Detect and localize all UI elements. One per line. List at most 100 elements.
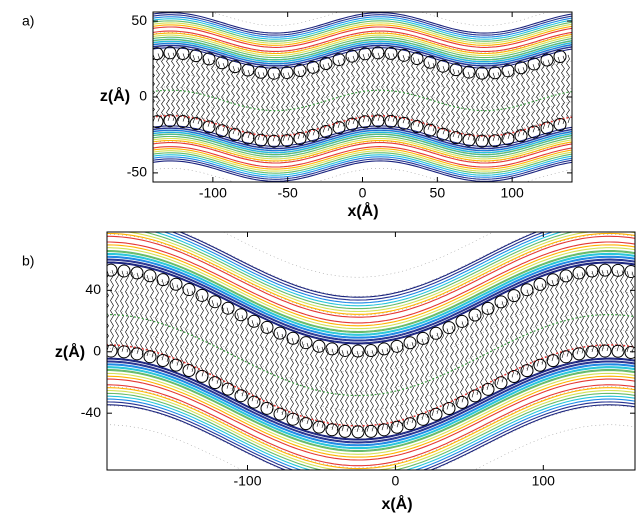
contour-line xyxy=(107,404,635,470)
contour-line xyxy=(153,24,572,46)
lipid-head xyxy=(221,301,235,315)
lipid-tail xyxy=(176,52,180,88)
contour-line xyxy=(107,357,635,440)
lipid-head xyxy=(364,424,378,438)
lipid-tail xyxy=(340,390,344,432)
lipid-tail xyxy=(501,105,505,140)
lipid-head xyxy=(494,376,508,390)
lipid-tail xyxy=(406,56,410,91)
lipid-tail xyxy=(245,317,249,359)
lipid-head xyxy=(319,124,333,138)
lipid-tail xyxy=(545,322,549,363)
contour-line xyxy=(153,160,572,182)
lipid-tail xyxy=(371,52,375,88)
lipid-tail xyxy=(546,59,550,94)
lipid-tail xyxy=(511,69,515,104)
lipid-head xyxy=(611,344,625,358)
lipid-tail xyxy=(455,323,459,365)
lipid-tail xyxy=(551,92,555,127)
lipid-head xyxy=(507,370,521,384)
lipid-head xyxy=(332,121,346,135)
contour-line xyxy=(153,168,572,182)
lipid-tail xyxy=(565,275,569,317)
lipid-tail xyxy=(335,349,339,391)
lipid-tail xyxy=(306,68,310,103)
lipid-head xyxy=(195,369,209,383)
contour-line xyxy=(178,232,538,298)
lipid-tail xyxy=(266,72,270,108)
lipid-head xyxy=(273,326,287,340)
lipid-tail xyxy=(615,270,619,311)
lipid-head xyxy=(559,269,573,283)
contour-line xyxy=(153,16,572,38)
lipid-head xyxy=(280,66,294,80)
lipid-tail xyxy=(345,350,349,392)
lipid-head xyxy=(364,343,378,357)
lipid-head xyxy=(358,115,372,129)
lipid-tail xyxy=(525,289,529,331)
lipid-tail xyxy=(251,104,255,140)
lipid-tail xyxy=(526,65,530,100)
contour-line xyxy=(107,405,635,470)
contour-line xyxy=(153,131,572,153)
lipid-tail xyxy=(161,86,165,122)
contour-line xyxy=(107,247,635,330)
lipid-tail xyxy=(470,316,474,358)
lipid-head xyxy=(117,264,131,278)
contour-line xyxy=(107,366,635,449)
lipid-tail xyxy=(355,391,359,433)
contour-line xyxy=(107,401,635,470)
lipid-tail xyxy=(480,311,484,353)
contour-line xyxy=(153,100,572,122)
contour-line xyxy=(153,43,572,65)
lipid-head xyxy=(189,49,203,63)
lipid-tail xyxy=(290,378,294,419)
contour-line xyxy=(107,392,635,470)
contour-line xyxy=(107,250,635,333)
lipid-head xyxy=(267,66,281,80)
contour-line xyxy=(153,150,572,172)
lipid-tail xyxy=(590,270,594,312)
lipid-head xyxy=(624,265,635,279)
lipid-tail xyxy=(245,358,249,399)
contour-line xyxy=(107,244,635,327)
lipid-head xyxy=(410,119,424,133)
y-axis-label: z(Å) xyxy=(55,342,85,361)
contour-line xyxy=(153,38,572,61)
lipid-tail xyxy=(140,273,144,315)
lipid-head xyxy=(107,263,118,277)
contour-line xyxy=(107,234,635,316)
lipid-tail xyxy=(295,339,299,381)
lipid-tail xyxy=(445,328,449,370)
lipid-head xyxy=(598,263,612,277)
lipid-tail xyxy=(516,68,520,103)
lipid-head xyxy=(390,420,404,434)
lipid-tail xyxy=(291,71,295,106)
lipid-tail xyxy=(355,350,359,392)
lipid-tail xyxy=(161,52,165,88)
lipid-tail xyxy=(235,353,239,394)
lipid-head xyxy=(410,51,424,65)
lipid-tail xyxy=(410,342,414,383)
contour-line xyxy=(153,152,572,174)
lipid-head xyxy=(455,395,469,409)
lipid-tail xyxy=(486,73,490,108)
lipid-tail xyxy=(430,334,434,376)
contour-line xyxy=(107,389,635,470)
lipid-tail xyxy=(510,296,514,338)
lipid-tail xyxy=(220,305,224,346)
lipid-head xyxy=(228,60,242,74)
lipid-head xyxy=(299,336,313,350)
contour-line xyxy=(153,232,564,307)
lipid-tail xyxy=(156,53,160,88)
lipid-tail xyxy=(326,62,330,98)
lipid-tail xyxy=(535,285,539,327)
lipid-tail xyxy=(385,348,389,390)
lipid-tail xyxy=(305,383,309,424)
lipid-head xyxy=(585,345,599,359)
lipid-tail xyxy=(605,270,609,311)
lipid-tail xyxy=(180,286,184,328)
lipid-tail xyxy=(170,323,174,364)
lipid-tail xyxy=(226,64,230,99)
lipid-tail xyxy=(231,65,235,101)
